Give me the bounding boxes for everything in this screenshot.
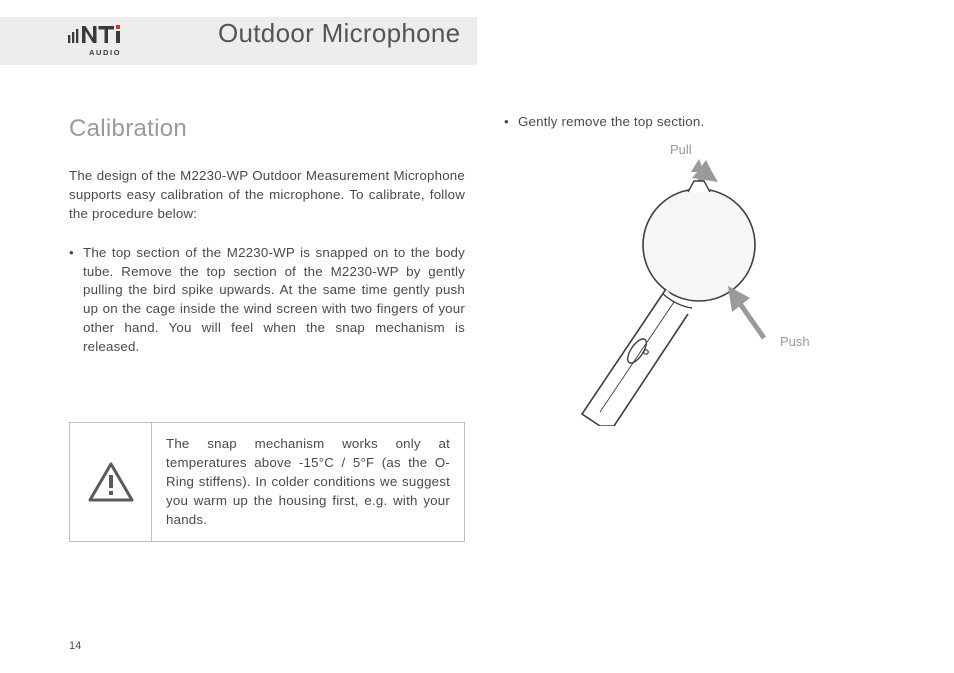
page-number: 14 [69, 640, 81, 652]
page-root: AUDIO Outdoor Microphone Calibration The… [0, 0, 954, 673]
bullet-dot-icon: • [504, 113, 518, 132]
warning-triangle-icon [88, 462, 134, 502]
nti-logo: AUDIO [68, 23, 132, 59]
svg-text:AUDIO: AUDIO [89, 48, 121, 57]
left-column: Calibration The design of the M2230-WP O… [69, 115, 465, 357]
warning-box: The snap mechanism works only at tempera… [69, 422, 465, 542]
bullet-text-1: The top section of the M2230-WP is snapp… [83, 244, 465, 357]
section-heading: Calibration [69, 115, 465, 143]
bullet-text-2: Gently remove the top section. [518, 113, 890, 132]
bullet-item-2: • Gently remove the top section. [504, 113, 890, 132]
header-title: Outdoor Microphone [218, 18, 460, 49]
bullet-item-1: • The top section of the M2230-WP is sna… [69, 244, 465, 357]
bullet-dot-icon: • [69, 244, 83, 357]
warning-icon-cell [70, 423, 152, 541]
intro-paragraph: The design of the M2230-WP Outdoor Measu… [69, 167, 465, 224]
warning-text: The snap mechanism works only at tempera… [152, 423, 464, 541]
microphone-figure [570, 146, 850, 426]
right-column: • Gently remove the top section. [504, 113, 890, 132]
push-arrow-icon [728, 286, 764, 338]
